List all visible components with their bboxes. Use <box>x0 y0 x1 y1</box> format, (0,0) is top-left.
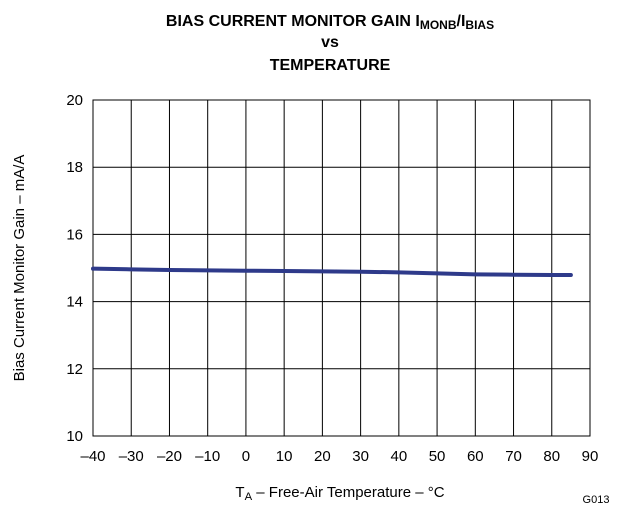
y-axis-label: Bias Current Monitor Gain – mA/A <box>11 155 28 382</box>
x-tick-label: –30 <box>119 448 144 465</box>
x-tick-label: 20 <box>314 448 331 465</box>
subscript: BIAS <box>465 18 494 32</box>
x-tick-label: 90 <box>582 448 599 465</box>
chart-title: BIAS CURRENT MONITOR GAIN IMONB/IBIAS <box>166 13 494 32</box>
text-segment: BIAS CURRENT MONITOR GAIN I <box>166 13 420 30</box>
text-segment: /I <box>457 13 466 30</box>
figure-code: G013 <box>583 494 610 506</box>
y-tick-label: 20 <box>66 92 83 109</box>
y-tick-label: 14 <box>66 294 83 311</box>
text-segment: – Free-Air Temperature – °C <box>252 484 445 501</box>
x-axis-label: TA – Free-Air Temperature – °C <box>235 484 444 503</box>
y-tick-label: 16 <box>66 226 83 243</box>
x-tick-label: 50 <box>429 448 446 465</box>
y-tick-label: 12 <box>66 361 83 378</box>
x-tick-label: –10 <box>195 448 220 465</box>
data-line <box>91 266 573 278</box>
x-tick-label: –20 <box>157 448 182 465</box>
y-tick-label: 18 <box>66 159 83 176</box>
x-tick-label: 70 <box>505 448 522 465</box>
x-tick-label: 40 <box>391 448 408 465</box>
subscript: A <box>245 491 253 503</box>
x-tick-label: 80 <box>543 448 560 465</box>
x-tick-label: 0 <box>242 448 250 465</box>
chart-title-line2: vs <box>321 34 339 51</box>
text-segment: T <box>235 484 244 501</box>
y-tick-label: 10 <box>66 428 83 445</box>
chart-title-line3: TEMPERATURE <box>270 57 391 74</box>
x-tick-label: 60 <box>467 448 484 465</box>
subscript: MONB <box>420 18 457 32</box>
x-tick-label: 30 <box>352 448 369 465</box>
x-tick-label: 10 <box>276 448 293 465</box>
x-tick-label: –40 <box>80 448 105 465</box>
